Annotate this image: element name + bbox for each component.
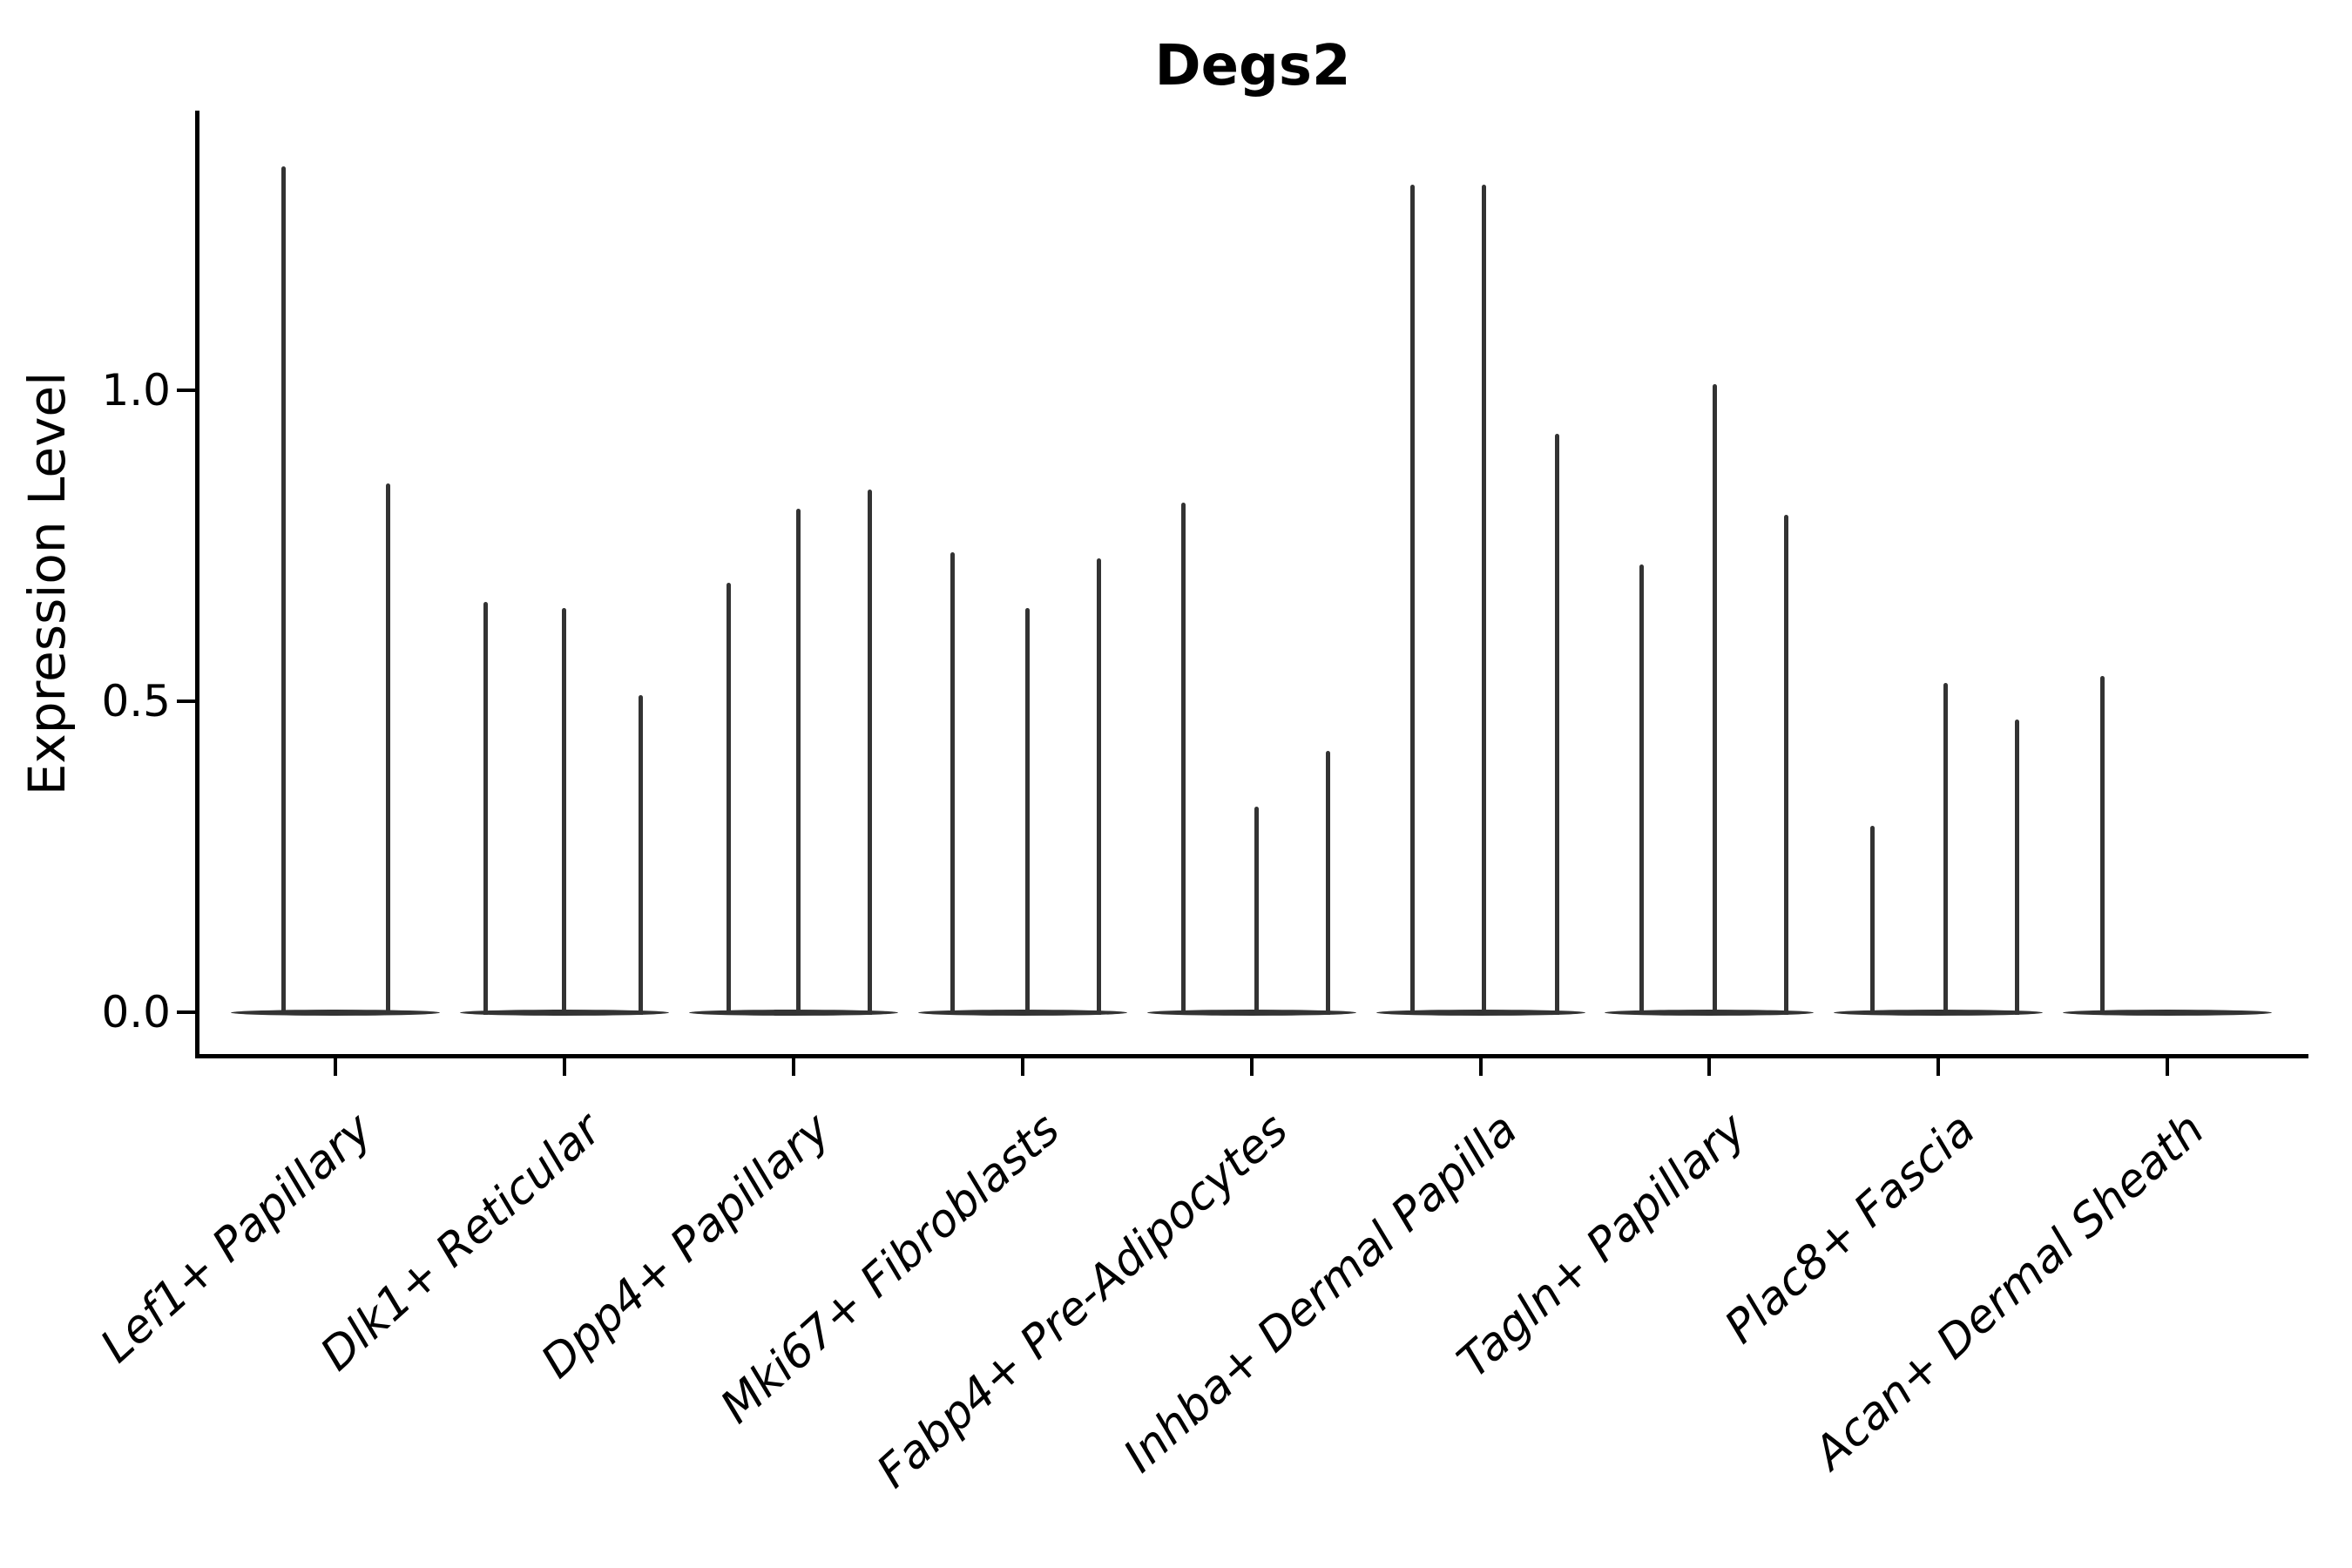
x-tick-mark — [1936, 1056, 1941, 1076]
violin-spike — [1943, 682, 1948, 1015]
chart-title: Degs2 — [1154, 34, 1351, 98]
x-tick-mark — [1020, 1056, 1024, 1076]
y-axis-label: Expression Level — [17, 371, 77, 796]
y-tick-label: 1.0 — [101, 365, 171, 416]
x-tick-mark — [791, 1056, 795, 1076]
violin-spike — [1482, 185, 1486, 1015]
y-tick-mark — [177, 700, 198, 703]
violin-base — [2063, 1010, 2273, 1016]
violin-base — [1605, 1010, 1815, 1016]
x-tick-label: Fabp4+ Pre-Adipocytes — [868, 1103, 1299, 1499]
y-tick-label: 0.0 — [101, 987, 171, 1037]
violin-spike — [1869, 825, 1875, 1015]
violin-spike — [2014, 720, 2019, 1015]
violin-spike — [1712, 383, 1717, 1015]
violin-base — [1834, 1010, 2044, 1016]
violin-spike — [2099, 676, 2105, 1015]
x-tick-mark — [334, 1056, 337, 1076]
violin-base — [688, 1010, 898, 1016]
violin-base — [917, 1010, 1127, 1016]
x-tick-label: Acan+ Dermal Sheath — [1804, 1103, 2215, 1480]
violin-spike — [385, 483, 390, 1015]
violin-spike — [1097, 558, 1102, 1015]
x-tick-mark — [1478, 1056, 1483, 1076]
x-tick-mark — [2166, 1056, 2170, 1076]
violin-spike — [280, 166, 286, 1015]
violin-base — [231, 1010, 440, 1016]
violin-base — [1375, 1010, 1585, 1016]
x-tick-mark — [1707, 1056, 1712, 1076]
violin-spike — [1555, 433, 1559, 1015]
violin-spike — [639, 694, 644, 1015]
violin-spike — [950, 551, 956, 1015]
axis-spine-left — [195, 111, 199, 1058]
violin-spike — [562, 607, 567, 1015]
violin-spike — [796, 508, 801, 1015]
violin-spike — [483, 601, 489, 1015]
y-tick-label: 0.5 — [101, 676, 171, 727]
y-tick-mark — [177, 1010, 198, 1014]
y-tick-mark — [177, 389, 198, 392]
violin-spike — [1025, 607, 1031, 1015]
violin-spike — [1639, 564, 1644, 1015]
x-tick-mark — [562, 1056, 566, 1076]
violin-spike — [727, 583, 732, 1015]
x-tick-mark — [1249, 1056, 1254, 1076]
violin-spike — [868, 490, 873, 1015]
violin-spike — [1783, 514, 1788, 1015]
violin-spike — [1181, 502, 1186, 1015]
violin-base — [1146, 1010, 1356, 1016]
x-tick-label: Inhba+ Dermal Papilla — [1113, 1103, 1528, 1484]
violin-spike — [1410, 185, 1415, 1015]
violin-spike — [1254, 807, 1260, 1015]
violin-spike — [1326, 751, 1331, 1015]
